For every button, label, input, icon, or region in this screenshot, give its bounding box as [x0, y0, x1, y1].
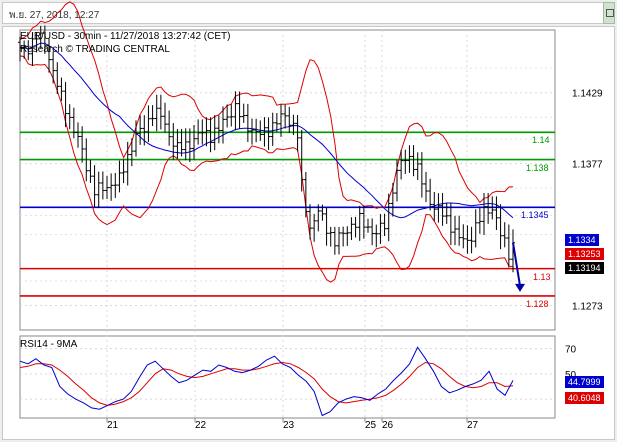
rsi-title: RSI14 - 9MA	[20, 339, 78, 350]
x-tick-label: 22	[195, 420, 207, 431]
level-label-1-14: 1.14	[532, 135, 550, 146]
rsi-marker-value: 44.7999	[565, 376, 604, 388]
rsi-ma-line	[19, 361, 514, 406]
rsi-line	[19, 346, 514, 417]
moving-average-line	[19, 42, 514, 219]
chart-subtitle: Research © TRADING CENTRAL	[20, 44, 170, 55]
level-label-1-138: 1.138	[526, 162, 549, 173]
price-tick-label: 1.1429	[572, 89, 603, 100]
bollinger-upper	[19, 1, 514, 209]
restore-button[interactable]	[603, 2, 615, 24]
level-label-1-1345: 1.1345	[521, 210, 549, 221]
price-tick-label: 1.1273	[572, 301, 603, 312]
price-tick-label: 1.1377	[572, 160, 603, 171]
x-tick-label: 21	[107, 420, 119, 431]
chart-title: EUR/USD - 30min - 11/27/2018 13:27:42 (C…	[20, 31, 231, 42]
price-marker-ma: 1.1334	[565, 234, 599, 246]
x-tick-label: 23	[283, 420, 295, 431]
x-tick-label: 27	[467, 420, 479, 431]
price-panel-border	[19, 29, 556, 331]
rsi-tick-label: 70	[565, 345, 577, 356]
window-title: พ.ย. 27, 2018, 12:27	[9, 10, 100, 21]
level-label-1-13: 1.13	[533, 271, 551, 282]
x-tick-label: 26	[382, 420, 394, 431]
price-marker-last: 1.13194	[565, 262, 604, 274]
forecast-arrow-head	[515, 283, 525, 292]
levels	[20, 131, 555, 297]
x-tick-label: 25	[365, 420, 377, 431]
grid	[19, 29, 556, 419]
rsi-lines	[19, 346, 514, 417]
rsi-tick-label: 50	[565, 370, 577, 381]
level-label-1-128: 1.128	[526, 298, 549, 309]
rsi-panel-border	[19, 335, 556, 419]
bollinger-lower	[19, 55, 514, 283]
bollinger-bands	[19, 1, 514, 283]
candles	[18, 25, 525, 292]
price-marker-band: 1.13253	[565, 248, 604, 260]
rsi-marker-ma: 40.6048	[565, 392, 604, 404]
forecast-arrow-shaft	[512, 242, 521, 286]
restore-icon	[606, 9, 614, 17]
